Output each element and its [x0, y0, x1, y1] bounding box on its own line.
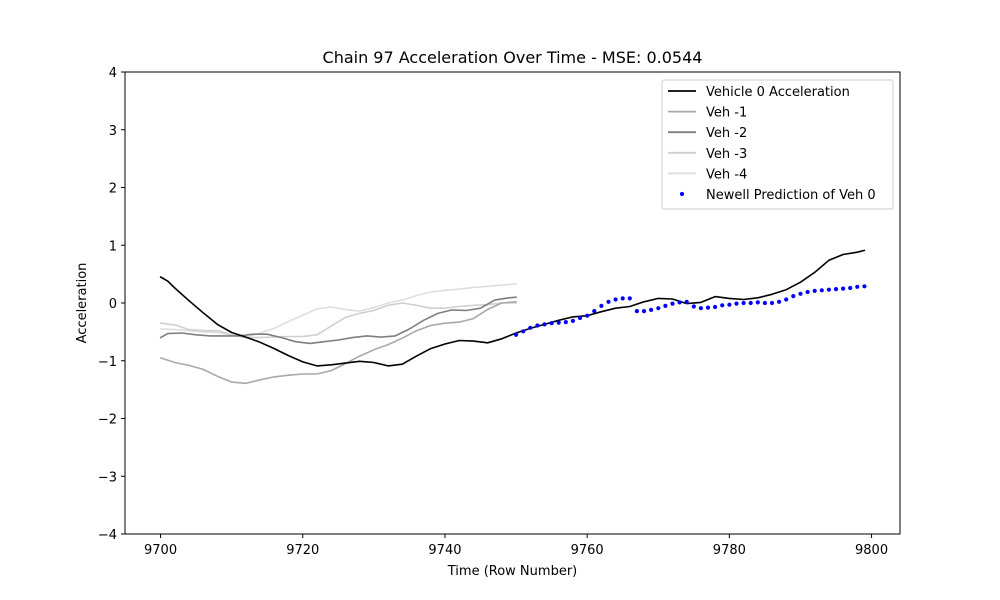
legend-label: Veh -3 [706, 147, 747, 162]
series-line-veh-minus-1 [159, 300, 517, 385]
chart-title: Chain 97 Acceleration Over Time - MSE: 0… [323, 48, 703, 67]
y-tick-label: −4 [98, 528, 117, 543]
prediction-point [663, 303, 668, 308]
y-tick-label: 3 [109, 124, 117, 139]
legend-item: Newell Prediction of Veh 0 [679, 188, 876, 203]
prediction-point [819, 288, 824, 293]
series-line-veh-minus-4 [159, 283, 517, 339]
legend-item: Veh -2 [668, 126, 747, 141]
series-line-vehicle-0 [159, 249, 866, 367]
prediction-point [727, 302, 732, 307]
prediction-point [748, 300, 753, 306]
y-tick-label: 0 [109, 297, 117, 312]
prediction-point [698, 306, 704, 311]
prediction-point [734, 301, 739, 306]
y-tick-label: −3 [98, 470, 117, 485]
prediction-point [570, 318, 576, 323]
prediction-point [848, 285, 853, 291]
prediction-point [556, 320, 561, 325]
prediction-point [777, 299, 782, 304]
prediction-point [641, 309, 647, 314]
prediction-point [563, 320, 568, 325]
x-tick-label: 9760 [571, 543, 604, 558]
prediction-point [634, 309, 640, 314]
legend-item: Veh -3 [668, 147, 747, 162]
prediction-point [769, 300, 775, 306]
prediction-point [656, 306, 661, 311]
y-tick-label: −1 [98, 355, 117, 370]
legend-item: Vehicle 0 Acceleration [668, 85, 850, 100]
prediction-point [691, 304, 696, 309]
y-tick-label: 1 [109, 239, 117, 254]
prediction-point [798, 291, 803, 296]
prediction-point [535, 323, 540, 328]
y-tick-label: 2 [109, 182, 117, 197]
prediction-point [677, 300, 682, 305]
prediction-point [705, 305, 711, 310]
legend-point-swatch [679, 191, 685, 197]
axes-layer: 9700 9720 9740 9760 9780 9800 −4 −3 −2 −1 0 1 2 3 4 [98, 66, 901, 558]
legend-label: Veh -1 [706, 106, 747, 121]
prediction-point [755, 300, 760, 305]
y-tick-label: −2 [98, 413, 117, 428]
prediction-point [627, 296, 632, 301]
prediction-point [720, 303, 725, 308]
prediction-point [585, 313, 590, 318]
x-tick-label: 9720 [286, 543, 319, 558]
prediction-point [826, 287, 832, 292]
prediction-point [855, 284, 860, 289]
series-line-veh-minus-2 [159, 296, 517, 345]
legend: Vehicle 0 Acceleration Veh -1 Veh -2 Veh -3… [661, 79, 894, 210]
prediction-point [791, 294, 796, 299]
prediction-point [592, 309, 597, 314]
y-tick-label: 4 [109, 66, 117, 81]
prediction-point [713, 304, 718, 310]
prediction-point [549, 321, 554, 326]
prediction-point [862, 284, 867, 289]
legend-box [661, 79, 894, 210]
prediction-point [606, 299, 611, 304]
prediction-point [514, 332, 519, 337]
prediction-point [741, 300, 746, 306]
series-line-veh-minus-3 [159, 302, 517, 339]
prediction-point [613, 297, 618, 302]
prediction-point [521, 329, 526, 334]
legend-item: Veh -4 [668, 167, 747, 182]
prediction-point [542, 322, 547, 327]
prediction-point [599, 303, 604, 308]
legend-label: Veh -4 [706, 167, 747, 182]
prediction-point [833, 287, 839, 292]
prediction-point [649, 307, 654, 312]
prediction-point [841, 286, 846, 291]
x-tick-label: 9740 [428, 543, 461, 558]
prediction-point [670, 301, 675, 306]
prediction-point [577, 315, 583, 321]
series-layer [159, 249, 867, 385]
legend-label: Veh -2 [706, 126, 747, 141]
prediction-point [762, 300, 768, 306]
x-tick-label: 9700 [144, 543, 177, 558]
prediction-point [528, 325, 533, 330]
x-tick-label: 9800 [855, 543, 888, 558]
y-axis-label: Acceleration [75, 263, 90, 344]
prediction-point [805, 289, 810, 295]
x-axis-label: Time (Row Number) [447, 564, 577, 579]
legend-item: Veh -1 [668, 106, 747, 121]
prediction-point [812, 288, 817, 293]
prediction-point [784, 297, 789, 302]
x-tick-label: 9780 [713, 543, 746, 558]
legend-label: Vehicle 0 Acceleration [706, 85, 850, 100]
legend-label: Newell Prediction of Veh 0 [706, 188, 876, 203]
prediction-point [620, 296, 625, 301]
prediction-point [684, 299, 689, 304]
